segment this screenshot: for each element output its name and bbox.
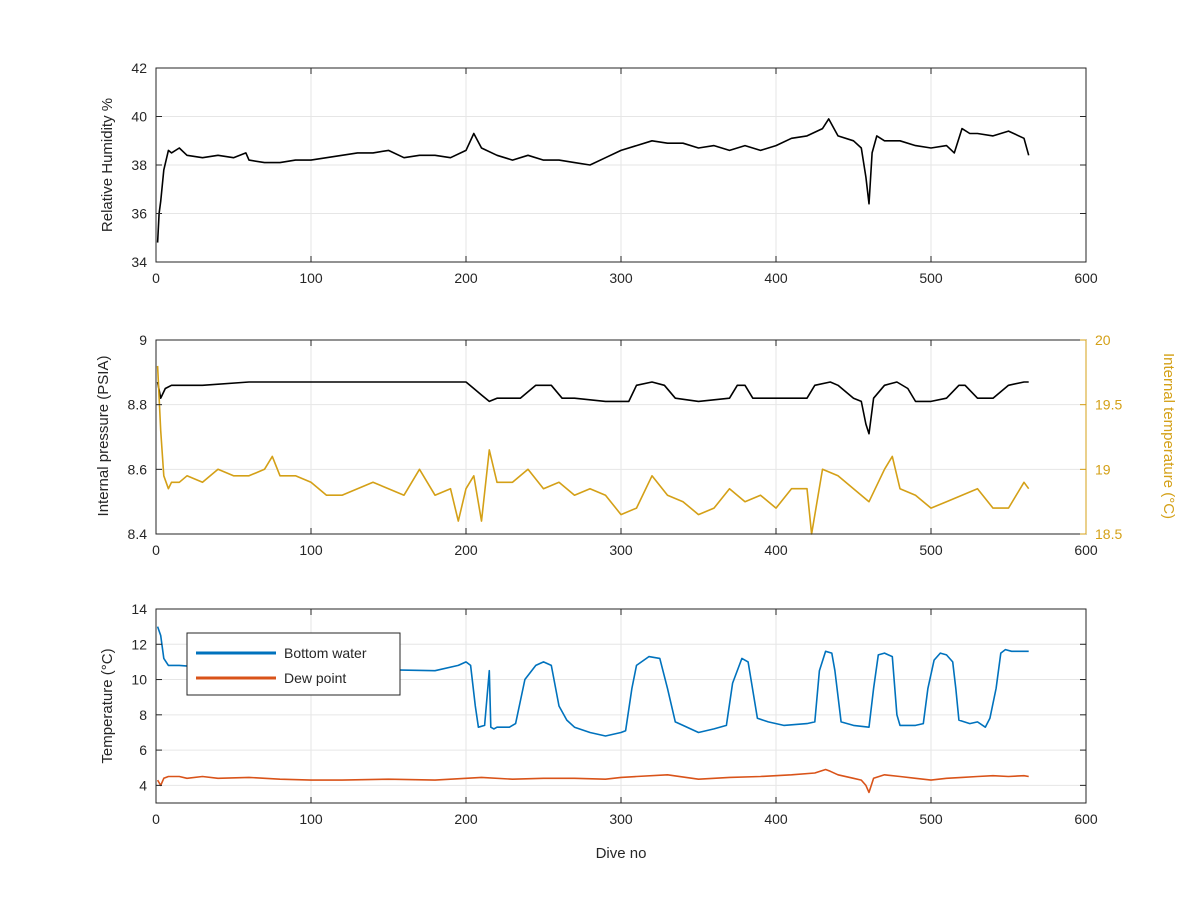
pressure-temperature-panel: Internal pressure (PSIA) Internal temper…	[95, 332, 1177, 558]
pressure-x-tick-label: 0	[152, 542, 160, 558]
pressure-x-tick-label: 400	[764, 542, 788, 558]
pressure-x-tick-label: 500	[919, 542, 943, 558]
internal-temperature-y-tick-label: 20	[1095, 332, 1111, 348]
temperature-x-tick-label: 500	[919, 811, 943, 827]
pressure-x-tick-label: 200	[454, 542, 478, 558]
humidity-y-tick-label: 34	[131, 254, 147, 270]
temperature-panel: Temperature (°C) Dive no 0 100 200 300 400 50…	[99, 601, 1098, 862]
humidity-x-tick-label: 200	[454, 270, 478, 286]
temperature-y-tick-label: 6	[139, 742, 147, 758]
internal-temperature-y-axis-label: Internal temperature (°C)	[1160, 353, 1177, 519]
legend-box	[186, 632, 401, 696]
temperature-x-tick-label: 300	[609, 811, 633, 827]
temperature-x-tick-label: 400	[764, 811, 788, 827]
dew-point-legend-label: Dew point	[284, 670, 346, 686]
pressure-y-tick-label: 8.4	[128, 526, 148, 542]
humidity-y-axis-label: Relative Humidity %	[99, 98, 116, 232]
temperature-x-tick-label: 200	[454, 811, 478, 827]
humidity-x-tick-label: 600	[1074, 270, 1098, 286]
pressure-series-line	[156, 381, 1029, 435]
dive-no-x-axis-label: Dive no	[596, 845, 647, 862]
humidity-y-tick-label: 42	[131, 60, 147, 76]
pressure-y-axis-label: Internal pressure (PSIA)	[95, 356, 112, 517]
temperature-y-tick-label: 12	[131, 636, 147, 652]
pressure-y-tick-label: 8.8	[128, 397, 148, 413]
pressure-y-tick-label: 9	[139, 332, 147, 348]
humidity-x-tick-label: 100	[299, 270, 323, 286]
pressure-y-tick-label: 8.6	[128, 461, 148, 477]
temperature-y-tick-label: 4	[139, 777, 147, 793]
temperature-x-tick-label: 0	[152, 811, 160, 827]
humidity-x-tick-label: 500	[919, 270, 943, 286]
bottom-water-series-line	[156, 626, 1029, 737]
bottom-water-legend-label: Bottom water	[284, 645, 367, 661]
humidity-y-tick-label: 36	[131, 206, 147, 222]
humidity-x-tick-label: 0	[152, 270, 160, 286]
temperature-y-tick-label: 10	[131, 672, 147, 688]
internal-temperature-y-tick-label: 18.5	[1095, 526, 1122, 542]
pressure-x-tick-label: 100	[299, 542, 323, 558]
humidity-y-tick-label: 38	[131, 157, 147, 173]
temperature-y-tick-label: 14	[131, 601, 147, 617]
pressure-x-tick-label: 600	[1074, 542, 1098, 558]
temperature-x-tick-label: 100	[299, 811, 323, 827]
dew-point-series-line	[156, 768, 1029, 794]
temperature-y-axis-label: Temperature (°C)	[99, 648, 116, 763]
temperature-x-tick-label: 600	[1074, 811, 1098, 827]
humidity-series-line	[156, 118, 1030, 243]
humidity-x-tick-label: 400	[764, 270, 788, 286]
humidity-x-tick-label: 300	[609, 270, 633, 286]
pressure-x-tick-label: 300	[609, 542, 633, 558]
humidity-y-tick-label: 40	[131, 109, 147, 125]
internal-temperature-series-line	[156, 365, 1030, 535]
temperature-y-tick-label: 8	[139, 707, 147, 723]
internal-temperature-y-tick-label: 19	[1095, 461, 1111, 477]
internal-temperature-y-tick-label: 19.5	[1095, 397, 1122, 413]
humidity-panel: Relative Humidity % 0 100 200 300 400 500 600 3…	[99, 60, 1098, 286]
legend: Bottom water Dew point	[186, 632, 401, 696]
